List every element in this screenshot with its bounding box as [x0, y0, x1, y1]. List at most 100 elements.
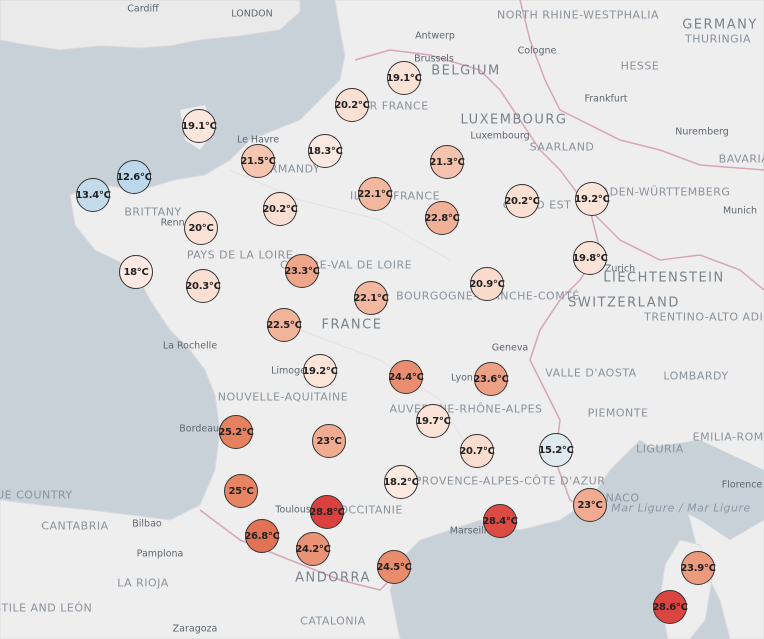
city-label: Brussels [414, 53, 454, 65]
region-label: OCCITANIE [339, 503, 403, 517]
temperature-value: 26.8°C [244, 530, 280, 542]
city-label: Antwerp [415, 30, 455, 42]
temperature-value: 22.8°C [424, 212, 460, 224]
temperature-marker[interactable]: 21.3°C [429, 145, 465, 179]
temperature-marker[interactable]: 12.6°C [116, 160, 152, 194]
temperature-value: 23°C [316, 435, 342, 447]
region-label: BAVARIA [718, 152, 764, 166]
city-label: Frankfurt [584, 93, 628, 105]
temperature-value: 18°C [123, 266, 149, 278]
temperature-marker[interactable]: 24.5°C [376, 550, 412, 584]
city-label: Toulouse [275, 504, 317, 516]
region-label: NOUVELLE-AQUITAINE [217, 390, 349, 404]
city-label: Geneva [491, 342, 529, 354]
temperature-marker[interactable]: 25.2°C [218, 415, 254, 449]
temperature-marker[interactable]: 22.8°C [424, 201, 460, 235]
temperature-value: 22.1°C [357, 188, 393, 200]
temperature-marker[interactable]: 20.7°C [459, 434, 495, 468]
temperature-value: 23°C [577, 499, 603, 511]
temperature-marker[interactable]: 19.1°C [386, 61, 422, 95]
region-label: VALLE D'AOSTA [545, 366, 637, 380]
country-label: LIECHTENSTEIN [603, 270, 725, 286]
temperature-value: 19.8°C [572, 252, 608, 264]
temperature-marker[interactable]: 23.3°C [284, 254, 320, 288]
country-label: GERMANY [682, 17, 758, 33]
temperature-marker[interactable]: 19.1°C [181, 109, 217, 143]
city-label: Zaragoza [172, 623, 218, 635]
temperature-marker[interactable]: 19.2°C [302, 354, 338, 388]
city-label: Cardiff [127, 3, 159, 15]
temperature-marker[interactable]: 20.9°C [469, 267, 505, 301]
temperature-marker[interactable]: 18.3°C [307, 134, 343, 168]
temperature-value: 24.2°C [295, 543, 331, 555]
temperature-marker[interactable]: 15.2°C [538, 433, 574, 467]
temperature-marker[interactable]: 25°C [224, 474, 258, 508]
region-label: CASTILE AND LEÓN [0, 601, 93, 615]
temperature-marker[interactable]: 22.1°C [353, 281, 389, 315]
temperature-marker[interactable]: 21.5°C [240, 144, 276, 178]
city-label: Rennes [160, 217, 196, 229]
temperature-marker[interactable]: 23.9°C [680, 551, 716, 585]
region-label: PROVENCE-ALPES-CÔTE D'AZUR [414, 474, 606, 488]
temperature-marker[interactable]: 26.8°C [244, 519, 280, 553]
temperature-marker[interactable]: 19.8°C [572, 241, 608, 275]
temperature-value: 19.2°C [574, 193, 610, 205]
temperature-value: 19.1°C [181, 120, 217, 132]
city-label: Zurich [604, 263, 636, 275]
temperature-value: 19.7°C [415, 415, 451, 427]
city-label: Luxembourg [470, 130, 530, 142]
temperature-marker[interactable]: 24.2°C [295, 532, 331, 566]
temperature-value: 13.4°C [75, 189, 111, 201]
city-label: Bilbao [132, 518, 162, 530]
temperature-marker[interactable]: 20.2°C [334, 88, 370, 122]
region-label: BASQUE COUNTRY [0, 488, 73, 502]
region-label: TRENTINO-ALTO ADIGE/SÜDTIROL [644, 310, 764, 324]
temperature-value: 25°C [228, 485, 254, 497]
city-label: Florence [721, 479, 763, 491]
temperature-value: 28.4°C [482, 515, 518, 527]
region-label: THURINGIA [685, 32, 751, 46]
temperature-value: 15.2°C [538, 444, 574, 456]
temperature-marker[interactable]: 28.4°C [482, 504, 518, 538]
temperature-value: 20.7°C [459, 445, 495, 457]
temperature-marker[interactable]: 13.4°C [75, 178, 111, 212]
temperature-marker[interactable]: 22.1°C [357, 177, 393, 211]
temperature-value: 28.6°C [652, 601, 688, 613]
temperature-value: 19.1°C [386, 72, 422, 84]
city-label: Cologne [517, 45, 557, 57]
temperature-marker[interactable]: 18°C [119, 255, 153, 289]
city-label: Bordeaux [179, 423, 225, 435]
temperature-marker[interactable]: 23°C [312, 424, 346, 458]
temperature-marker[interactable]: 20.2°C [262, 192, 298, 226]
city-label: Nuremberg [675, 126, 729, 138]
temperature-value: 23.3°C [284, 265, 320, 277]
temperature-value: 18.2°C [383, 476, 419, 488]
region-label: LOMBARDY [663, 369, 729, 383]
temperature-marker[interactable]: 22.5°C [266, 308, 302, 342]
temperature-marker[interactable]: 23.6°C [473, 362, 509, 396]
temperature-marker[interactable]: 18.2°C [383, 465, 419, 499]
city-label: Pamplona [136, 548, 184, 560]
temperature-marker[interactable]: 19.2°C [574, 182, 610, 216]
city-label: Munich [722, 205, 758, 217]
temperature-value: 20.9°C [469, 278, 505, 290]
temperature-marker[interactable]: 28.8°C [309, 495, 345, 529]
temperature-marker[interactable]: 20.2°C [504, 184, 540, 218]
city-label: Lyon [451, 372, 473, 384]
temperature-marker[interactable]: 28.6°C [652, 590, 688, 624]
temperature-value: 12.6°C [116, 171, 152, 183]
temperature-value: 20.3°C [185, 280, 221, 292]
city-label: La Rochelle [162, 340, 218, 352]
temperature-marker[interactable]: 23°C [573, 488, 607, 522]
temperature-value: 21.3°C [429, 156, 465, 168]
temperature-marker[interactable]: 20°C [184, 211, 218, 245]
temperature-marker[interactable]: 19.7°C [415, 404, 451, 438]
temperature-value: 19.2°C [302, 365, 338, 377]
temperature-value: 22.5°C [266, 319, 302, 331]
temperature-marker[interactable]: 24.4°C [388, 360, 424, 394]
temperature-marker[interactable]: 20.3°C [185, 269, 221, 303]
temperature-value: 25.2°C [218, 426, 254, 438]
region-label: EMILIA-ROMAGNA [692, 430, 764, 444]
region-label: LA RIOJA [117, 576, 169, 590]
